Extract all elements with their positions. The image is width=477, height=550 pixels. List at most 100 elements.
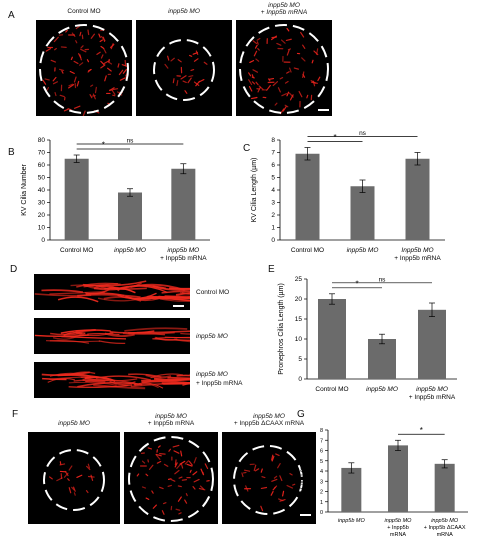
cilium [46,86,50,91]
panel-a-caption-2: inpp5b MO [168,8,200,15]
category-label: mRNA [390,532,407,538]
cilium [167,478,172,480]
cilium [103,48,107,54]
cilium [241,472,244,478]
scale-bar-a [318,109,329,111]
y-tick-label: 20 [295,296,303,303]
cilia-bundle [73,378,139,385]
panel-letter-e: E [268,264,275,275]
bar [405,158,430,240]
cilia-bundle [68,381,117,386]
cilium [174,462,178,468]
bar [368,339,396,379]
bar [350,186,375,240]
cilium [193,81,200,86]
y-tick-label: 3 [320,479,323,485]
panel-d-label-3: inpp5b MO + Inpp5b mRNA [196,371,243,387]
bar [295,153,320,240]
cilium [118,69,124,76]
cilium [286,49,290,56]
cilia-bundle [80,376,138,382]
cilium [184,460,190,465]
category-label: inpp5b MO [431,518,459,524]
cilium [65,29,68,33]
cilium [184,499,188,504]
cilium [68,83,74,87]
cilia-bundle [63,331,86,336]
cilium [79,31,82,37]
cilium [117,63,120,68]
cilium [141,486,147,489]
cilium [266,84,271,91]
cilium [282,490,285,497]
category-label: inpp5b MO [347,247,379,254]
category-label: inpp5b MO [385,518,413,524]
cilium [99,39,104,43]
y-tick-label: 4 [320,469,323,475]
cilium [100,35,106,42]
cilia-bundle [180,332,190,335]
cilium [284,104,289,108]
cilium [112,88,119,91]
cilium [80,48,87,53]
cilia-bundle [182,292,190,294]
cilium [275,453,280,457]
cilium [311,81,318,84]
panel-letter-a: A [8,10,15,21]
cilium [271,454,274,461]
cilium [252,40,258,45]
cilia-bundle [175,291,190,296]
cilium [243,469,251,472]
category-label: + Inpp5b [387,525,409,531]
bar [341,467,362,512]
kv-boundary [39,24,129,114]
micrograph-d-inpp5b-mo [34,318,190,354]
bar [171,168,196,240]
cilium [112,94,116,97]
cilium [42,79,47,85]
cilium [73,76,77,83]
cilium [45,48,51,52]
cilium [258,85,264,91]
bar [318,299,346,379]
cilium [50,59,57,63]
cilia-bundle [49,291,105,295]
cilium [59,94,65,98]
bar [388,445,408,512]
cilium [61,70,64,74]
cilium [73,105,81,109]
cilia-bundle [152,338,190,341]
cilium [176,79,179,87]
cilium [71,32,76,38]
kv-boundary [43,449,105,511]
panel-letter-f: F [12,409,19,420]
cilium [75,40,78,44]
cilium [177,59,182,63]
panel-letter-g: G [297,409,305,420]
panel-a-caption-1: Control MO [67,8,101,15]
cilium [104,75,107,82]
cilium [251,81,256,85]
cilium [272,486,276,491]
cilium [251,74,254,78]
cilia-bundle [130,283,186,292]
y-axis-label: KV Cilia Length (µm) [251,158,258,223]
y-tick-label: 6 [271,162,275,169]
cilium [96,51,101,55]
cilia-bundle [49,340,90,344]
cilium [180,463,184,469]
cilium [174,469,180,475]
scale-bar-f [300,514,311,516]
cilium [161,510,165,515]
cilium [301,57,306,62]
cilium [272,81,279,87]
cilium [179,460,186,465]
category-label: inpp5b MO [114,247,146,254]
y-tick-label: 2 [271,212,275,219]
category-label: inpp5b MO [366,386,398,393]
cilium [168,448,172,452]
cilium [52,76,57,82]
cilium [98,33,101,38]
cilium [248,79,253,86]
cilium [286,27,290,32]
